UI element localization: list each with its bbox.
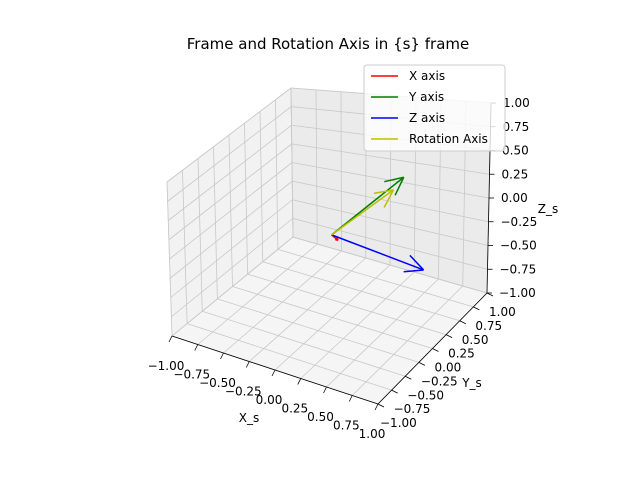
z-tick-label: 0.00	[501, 191, 528, 205]
z-tick-label: 1.00	[503, 96, 530, 110]
y-tick	[473, 307, 479, 310]
x-axis-label: X_s	[239, 411, 259, 425]
y-tick-label: −0.50	[407, 388, 444, 402]
y-tick	[392, 390, 398, 393]
z-tick-label: −0.75	[500, 262, 537, 276]
legend-label: Z axis	[409, 111, 445, 125]
x-tick-label: 0.00	[256, 393, 283, 407]
z-tick-label: −1.00	[499, 286, 536, 300]
x-tick	[375, 404, 378, 410]
legend-label: X axis	[409, 69, 445, 83]
x-tick	[298, 379, 301, 385]
y-tick	[433, 349, 439, 352]
y-tick-label: 0.00	[435, 361, 462, 375]
chart-title: Frame and Rotation Axis in {s} frame	[187, 35, 469, 53]
y-tick-label: 1.00	[489, 305, 516, 319]
y-tick-label: 0.50	[462, 333, 489, 347]
x-tick	[169, 336, 172, 342]
x-tick	[272, 370, 275, 376]
y-tick-label: 0.75	[475, 319, 502, 333]
y-tick-label: −0.75	[394, 402, 431, 416]
z-tick-label: 0.25	[502, 167, 529, 181]
x-tick	[221, 353, 224, 359]
z-tick-label: −0.50	[500, 239, 537, 253]
legend: X axis Y axis Z axis Rotation Axis	[364, 65, 505, 151]
x-tick	[324, 387, 327, 393]
y-tick-label: −1.00	[380, 416, 417, 430]
y-tick	[446, 335, 452, 338]
x-tick	[246, 362, 249, 368]
x-tick	[349, 396, 352, 402]
z-tick-label: 0.50	[502, 144, 529, 158]
arrow-head	[335, 240, 338, 241]
z-tick-label: −0.25	[501, 215, 538, 229]
z-axis-label: Z_s	[538, 202, 558, 216]
y-axis-label: Y_s	[461, 376, 482, 390]
y-tick-label: −0.25	[421, 374, 458, 388]
y-tick	[487, 293, 493, 296]
z-tick-label: 0.75	[503, 120, 530, 134]
x-tick-label: 0.75	[333, 419, 360, 433]
x-tick	[195, 345, 198, 351]
y-tick	[405, 376, 411, 379]
y-tick	[460, 321, 466, 324]
legend-label: Rotation Axis	[409, 132, 488, 146]
y-tick	[378, 404, 384, 407]
x-tick-label: 0.25	[281, 402, 308, 416]
y-tick	[419, 362, 425, 365]
legend-label: Y axis	[408, 90, 444, 104]
y-tick-label: 0.25	[448, 347, 475, 361]
x-tick-label: 0.50	[307, 410, 334, 424]
